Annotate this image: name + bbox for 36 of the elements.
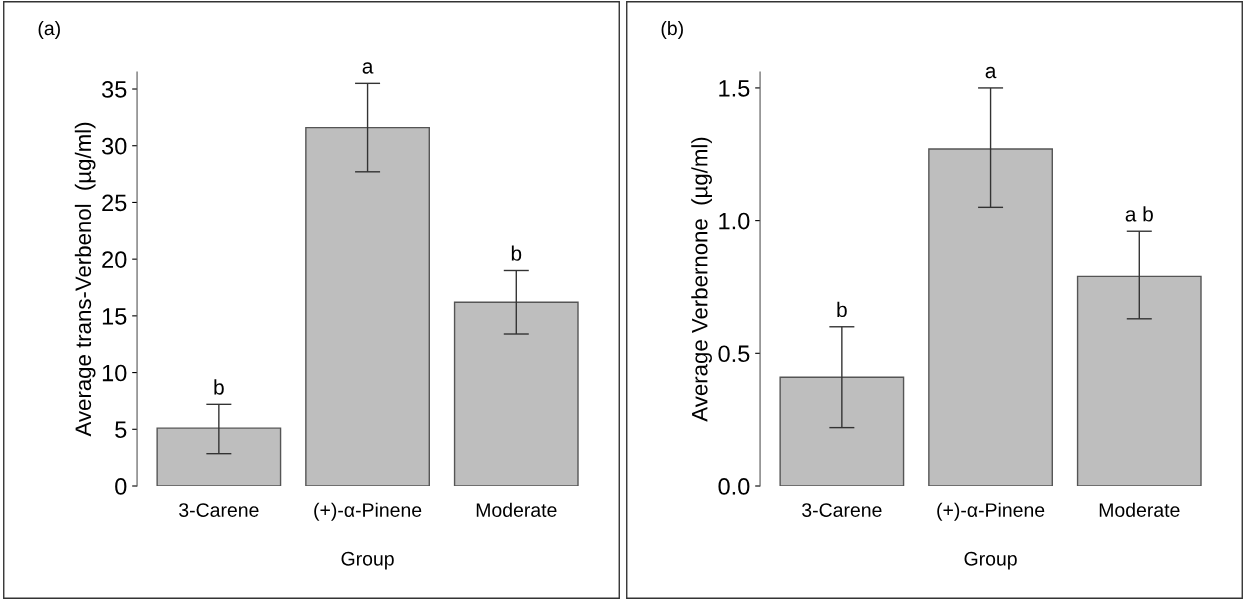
x-tick-label: (+)-α-Pinene bbox=[937, 502, 1045, 521]
x-tick-label: 3-Carene bbox=[179, 503, 259, 517]
y-tick-label: 0.0 bbox=[718, 478, 750, 495]
bar bbox=[779, 376, 905, 486]
chart-title: (b) bbox=[661, 20, 683, 40]
y-axis-title: Average Verbernone (µg/ml) bbox=[691, 137, 712, 422]
y-tick-label: 0.5 bbox=[718, 345, 750, 363]
y-tick-label: 25 bbox=[102, 194, 127, 212]
y-tick-label: 15 bbox=[102, 308, 127, 325]
y-tick-label: 1.5 bbox=[719, 80, 750, 97]
x-tick-label: Moderate bbox=[476, 502, 557, 517]
annotation: a b bbox=[1125, 206, 1153, 222]
annotation: a bbox=[362, 62, 374, 74]
bar bbox=[1076, 275, 1202, 486]
chart-title: (a) bbox=[38, 20, 60, 40]
y-tick-label: 5 bbox=[115, 421, 127, 439]
y-tick-label: 1.0 bbox=[719, 212, 750, 230]
annotation: b bbox=[511, 245, 522, 261]
x-tick-label: Moderate bbox=[1099, 502, 1180, 517]
x-tick-label: 3-Carene bbox=[802, 503, 882, 517]
x-tick-label: (+)-α-Pinene bbox=[314, 502, 422, 521]
y-tick-label: 10 bbox=[102, 364, 127, 382]
y-tick-label: 20 bbox=[102, 251, 127, 268]
bar bbox=[305, 126, 430, 486]
y-axis-title: Average trans-Verbenol (µg/ml) bbox=[74, 122, 96, 437]
y-tick-label: 0 bbox=[115, 478, 127, 495]
y-tick-label: 35 bbox=[101, 81, 127, 98]
annotation: b bbox=[214, 379, 224, 395]
annotation: a bbox=[985, 66, 997, 79]
x-axis-title: Group bbox=[341, 551, 394, 570]
bar bbox=[453, 301, 579, 486]
bar bbox=[156, 427, 282, 486]
y-tick-label: 30 bbox=[101, 137, 127, 155]
x-axis-title: Group bbox=[964, 551, 1017, 570]
annotation: b bbox=[837, 301, 847, 318]
bar bbox=[928, 148, 1053, 486]
